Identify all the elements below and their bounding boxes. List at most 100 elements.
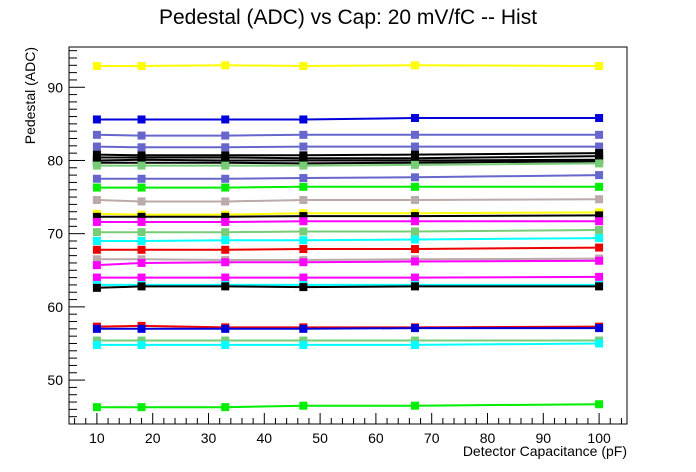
- data-point: [137, 282, 146, 291]
- x-tick-label: 50: [312, 430, 328, 446]
- data-point: [137, 236, 146, 245]
- series-line: [96, 160, 600, 165]
- series-line: [96, 155, 600, 160]
- data-point: [299, 340, 308, 349]
- data-point: [299, 324, 308, 333]
- data-point: [92, 217, 101, 226]
- data-point: [221, 212, 230, 221]
- series-line: [96, 133, 600, 137]
- series-9: [92, 159, 604, 170]
- data-point: [92, 228, 101, 237]
- x-tick-label: 30: [201, 430, 217, 446]
- data-point: [299, 236, 308, 245]
- data-point: [221, 258, 230, 267]
- data-point: [299, 142, 308, 151]
- data-point: [92, 255, 101, 264]
- x-tick-label: 20: [145, 430, 161, 446]
- data-point: [221, 273, 230, 282]
- data-point: [299, 258, 308, 267]
- data-point: [92, 142, 101, 151]
- data-point: [595, 226, 604, 235]
- series-line: [96, 64, 600, 68]
- series-20: [92, 256, 604, 270]
- x-tick-label: 90: [536, 430, 552, 446]
- data-point: [595, 339, 604, 348]
- data-point: [595, 243, 604, 252]
- data-point: [299, 130, 308, 139]
- data-point: [221, 340, 230, 349]
- data-point: [595, 217, 604, 226]
- x-tick-label: 100: [587, 430, 611, 446]
- data-point: [92, 130, 101, 139]
- data-point: [299, 336, 308, 345]
- data-point: [410, 114, 419, 123]
- data-point: [137, 143, 146, 152]
- series-27: [92, 339, 604, 349]
- series-17: [92, 234, 604, 245]
- data-point: [221, 324, 230, 333]
- data-point: [221, 143, 230, 152]
- data-point: [299, 115, 308, 124]
- series-14: [92, 211, 604, 221]
- series-11: [92, 182, 604, 192]
- series-line: [96, 117, 600, 121]
- data-point: [410, 235, 419, 244]
- data-point: [595, 159, 604, 168]
- data-point: [92, 283, 101, 292]
- data-point: [595, 211, 604, 220]
- data-point: [595, 142, 604, 151]
- data-point: [299, 212, 308, 221]
- series-line: [96, 275, 600, 279]
- data-point: [410, 401, 419, 410]
- x-tick-label: 70: [424, 430, 440, 446]
- data-point: [299, 245, 308, 254]
- series-18: [92, 243, 604, 254]
- data-point: [137, 403, 146, 412]
- data-point: [92, 212, 101, 221]
- data-point: [410, 182, 419, 191]
- data-point: [410, 257, 419, 266]
- data-point: [221, 161, 230, 170]
- data-point: [410, 195, 419, 204]
- data-point: [595, 256, 604, 265]
- data-point: [595, 400, 604, 409]
- data-point: [92, 336, 101, 345]
- data-point: [221, 336, 230, 345]
- data-point: [410, 130, 419, 139]
- data-point: [137, 212, 146, 221]
- data-point: [92, 115, 101, 124]
- plot-frame: [68, 46, 628, 425]
- series-line: [96, 246, 600, 251]
- data-point: [92, 403, 101, 412]
- data-point: [410, 212, 419, 221]
- data-point: [299, 217, 308, 226]
- y-axis-label: Pedestal (ADC): [22, 47, 38, 144]
- data-point: [137, 131, 146, 140]
- series-23: [92, 282, 604, 292]
- data-point: [410, 142, 419, 151]
- data-point: [299, 62, 308, 71]
- data-point: [221, 217, 230, 226]
- series-line: [96, 285, 600, 289]
- series-24: [92, 321, 604, 332]
- data-point: [92, 340, 101, 349]
- data-point: [410, 245, 419, 254]
- data-point: [221, 131, 230, 140]
- data-point: [299, 174, 308, 183]
- series-layer: [92, 61, 604, 412]
- data-point: [410, 336, 419, 345]
- series-line: [96, 257, 600, 261]
- data-point: [92, 236, 101, 245]
- data-point: [410, 217, 419, 226]
- data-point: [137, 340, 146, 349]
- series-28: [92, 400, 604, 412]
- data-point: [137, 161, 146, 170]
- series-line: [96, 342, 600, 346]
- data-point: [137, 183, 146, 192]
- series-line: [96, 185, 600, 189]
- series-line: [96, 152, 600, 157]
- data-point: [221, 236, 230, 245]
- series-line: [96, 211, 600, 216]
- data-point: [137, 245, 146, 254]
- x-tick-label: 60: [368, 430, 384, 446]
